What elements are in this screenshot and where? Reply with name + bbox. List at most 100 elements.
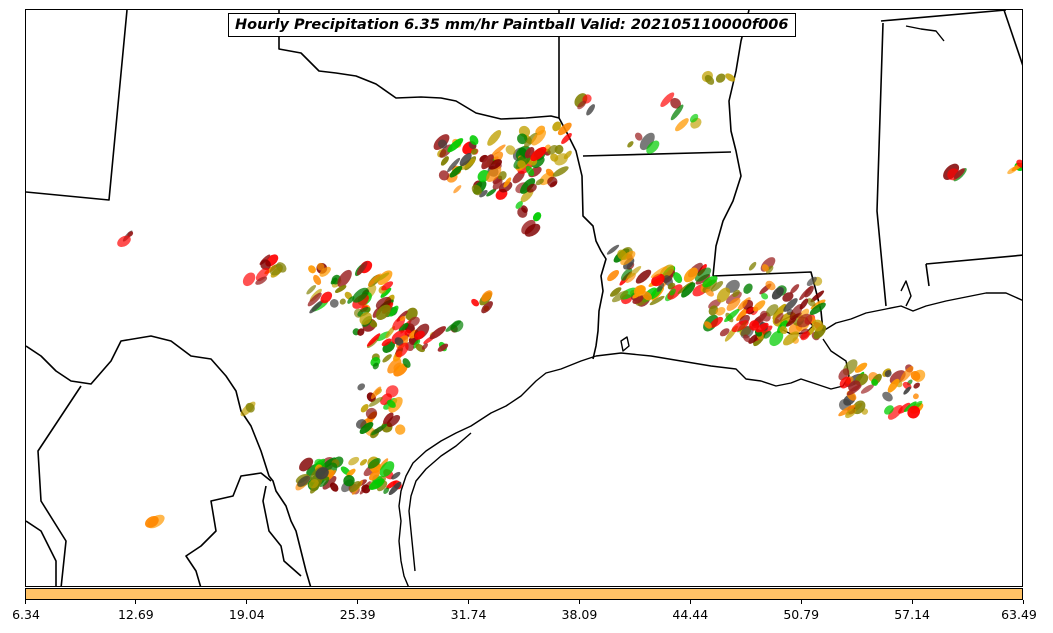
colorbar-tick — [468, 600, 470, 604]
map-panel — [25, 9, 1023, 587]
precip-blob — [748, 261, 757, 271]
precip-blob — [656, 282, 665, 292]
precip-blob — [359, 312, 372, 325]
ga-border — [1003, 10, 1022, 66]
mississippi-river-border — [712, 10, 750, 277]
precip-blob — [789, 304, 803, 320]
precip-blob — [348, 456, 360, 466]
precip-blob — [586, 104, 595, 116]
precip-blob — [753, 300, 766, 312]
precip-blob — [635, 269, 652, 284]
precip-blob — [458, 158, 476, 171]
rio-grande-border — [26, 335, 312, 586]
precip-blob — [743, 283, 753, 294]
colorbar-tick-label: 38.09 — [561, 607, 598, 622]
precip-blob — [297, 475, 311, 487]
precip-blob — [437, 139, 448, 149]
precip-blob — [806, 276, 817, 286]
mexico-state-line-2 — [26, 520, 57, 586]
precip-blob — [453, 185, 462, 194]
precip-blob — [774, 312, 784, 324]
precip-blob — [903, 386, 911, 395]
precip-blob — [719, 328, 730, 337]
precip-blob — [383, 487, 390, 494]
precip-blob — [330, 277, 338, 285]
texas-barrier-island — [408, 432, 472, 572]
tennessee-river — [905, 25, 945, 42]
tx-ok-border — [278, 10, 560, 120]
precip-blob — [563, 150, 572, 160]
precip-blob — [372, 362, 379, 370]
precip-blob — [550, 153, 559, 162]
precip-blob — [481, 301, 493, 314]
precip-blob — [838, 404, 856, 417]
precip-blob — [375, 304, 391, 321]
precip-blob — [765, 265, 774, 274]
precip-blob — [612, 290, 629, 303]
precip-blob — [260, 259, 271, 270]
ms-al-coastline — [822, 292, 1022, 332]
precip-blob — [369, 320, 378, 328]
precip-blob — [408, 316, 420, 327]
precip-blob — [765, 304, 779, 317]
ms-al-border — [876, 22, 887, 307]
precip-blob — [552, 166, 569, 177]
precip-blob — [737, 299, 748, 311]
precip-blob — [245, 402, 255, 413]
precip-blob — [577, 100, 587, 110]
precip-blob — [913, 382, 920, 389]
precip-blob — [531, 129, 547, 146]
precip-blob — [368, 478, 385, 490]
precip-blob — [357, 383, 366, 391]
precip-blob — [681, 282, 696, 298]
precip-blob — [367, 458, 381, 469]
louisiana-coastline — [595, 338, 850, 390]
precip-blob — [313, 274, 322, 285]
precip-blob — [322, 476, 337, 490]
precip-blob — [530, 146, 547, 162]
precip-blob — [627, 141, 634, 148]
precip-blob — [748, 333, 760, 344]
precip-blob — [379, 461, 395, 478]
precip-blob — [429, 326, 446, 340]
precip-blob — [769, 330, 784, 347]
colorbar-tick-label: 44.44 — [672, 607, 709, 622]
precip-blob — [471, 184, 482, 196]
precip-blob — [391, 471, 401, 480]
precip-blob — [524, 223, 541, 237]
precip-blob — [322, 457, 337, 469]
precip-blob — [505, 145, 516, 155]
precip-blob — [361, 484, 371, 494]
precip-blob — [299, 457, 314, 472]
precip-blob — [329, 299, 339, 308]
precip-blob — [639, 132, 655, 151]
precip-blob — [373, 272, 390, 283]
precip-blob — [606, 244, 620, 255]
precip-blob — [715, 306, 726, 316]
precip-blob — [365, 407, 378, 420]
precip-blob — [670, 97, 681, 109]
precip-blob — [694, 267, 712, 282]
precip-blob — [380, 287, 392, 298]
precip-blob — [903, 401, 917, 413]
precip-blob — [626, 266, 642, 279]
precip-blob — [421, 343, 428, 350]
mexico-state-line-4 — [262, 485, 302, 577]
precip-blob — [710, 281, 724, 292]
colorbar-tick — [135, 600, 137, 604]
precip-blob — [609, 287, 622, 297]
precip-blob — [308, 479, 319, 489]
colorbar-tick-label: 50.79 — [783, 607, 820, 622]
precip-blob — [709, 316, 723, 328]
mobile-bay — [900, 280, 912, 307]
precip-blob — [359, 458, 368, 466]
colorbar-tick — [689, 600, 691, 604]
precip-blob — [307, 292, 322, 307]
precip-blob — [145, 515, 159, 528]
precip-blob — [620, 250, 636, 266]
precip-blob — [399, 315, 406, 322]
precip-blob — [359, 422, 374, 434]
precip-blob — [545, 168, 554, 177]
colorbar — [25, 588, 1023, 600]
precip-blob — [532, 212, 542, 222]
